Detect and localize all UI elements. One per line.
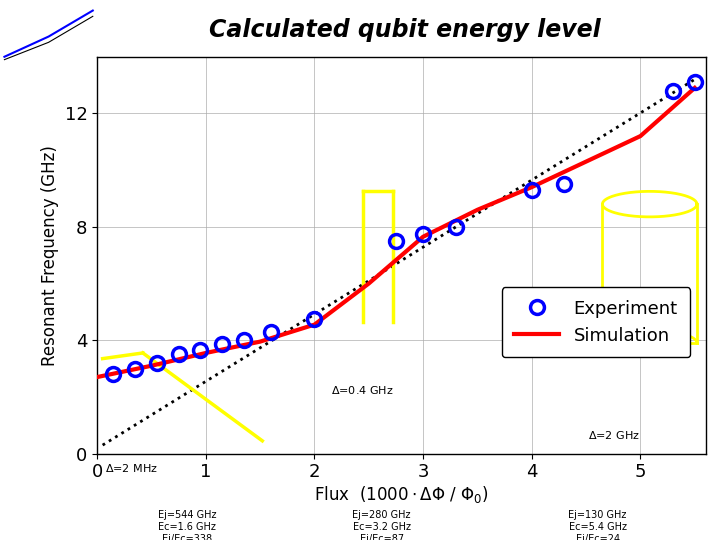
Experiment xyxy=(690,79,699,85)
Simulation xyxy=(419,233,428,240)
Line: Simulation: Simulation xyxy=(97,88,695,377)
Text: $\Delta$=2 MHz: $\Delta$=2 MHz xyxy=(105,462,158,474)
Simulation xyxy=(364,280,373,287)
Experiment xyxy=(174,351,183,357)
X-axis label: Flux  $(1000\cdot\Delta\Phi\ /\ \Phi_0)$: Flux $(1000\cdot\Delta\Phi\ /\ \Phi_0)$ xyxy=(314,484,489,505)
Experiment xyxy=(131,365,140,372)
Experiment xyxy=(240,337,248,343)
Experiment xyxy=(153,360,161,366)
Legend: Experiment, Simulation: Experiment, Simulation xyxy=(502,287,690,357)
Text: Calculated qubit energy level: Calculated qubit energy level xyxy=(209,18,601,42)
Simulation xyxy=(636,133,644,139)
Simulation xyxy=(310,321,319,328)
Experiment xyxy=(451,224,460,230)
Experiment xyxy=(310,316,319,322)
Experiment xyxy=(419,231,428,237)
Experiment xyxy=(109,371,118,377)
Text: Ej=280 GHz
Ec=3.2 GHz
Ej/Ec=87: Ej=280 GHz Ec=3.2 GHz Ej/Ec=87 xyxy=(352,510,411,540)
Simulation xyxy=(147,362,156,369)
Simulation xyxy=(202,350,210,356)
Simulation xyxy=(528,184,536,191)
Text: $\Delta$=2 GHz: $\Delta$=2 GHz xyxy=(588,429,640,441)
Y-axis label: Resonant Frequency (GHz): Resonant Frequency (GHz) xyxy=(41,145,59,366)
Experiment xyxy=(669,87,678,94)
Text: Ej=544 GHz
Ec=1.6 GHz
Ej/Ec=338: Ej=544 GHz Ec=1.6 GHz Ej/Ec=338 xyxy=(158,510,217,540)
Experiment xyxy=(560,181,569,187)
Experiment xyxy=(528,187,536,193)
Simulation xyxy=(93,374,102,380)
Text: $\Delta$=0.4 GHz: $\Delta$=0.4 GHz xyxy=(330,384,393,396)
Simulation xyxy=(690,85,699,91)
Experiment xyxy=(392,238,400,244)
Simulation xyxy=(582,158,590,165)
Experiment xyxy=(266,328,275,335)
Simulation xyxy=(256,339,264,345)
Experiment xyxy=(218,341,227,348)
Line: Experiment: Experiment xyxy=(107,75,702,381)
Simulation xyxy=(473,207,482,213)
Text: Ej=130 GHz
Ec=5.4 GHz
Ej/Ec=24: Ej=130 GHz Ec=5.4 GHz Ej/Ec=24 xyxy=(568,510,627,540)
Experiment xyxy=(196,347,204,353)
